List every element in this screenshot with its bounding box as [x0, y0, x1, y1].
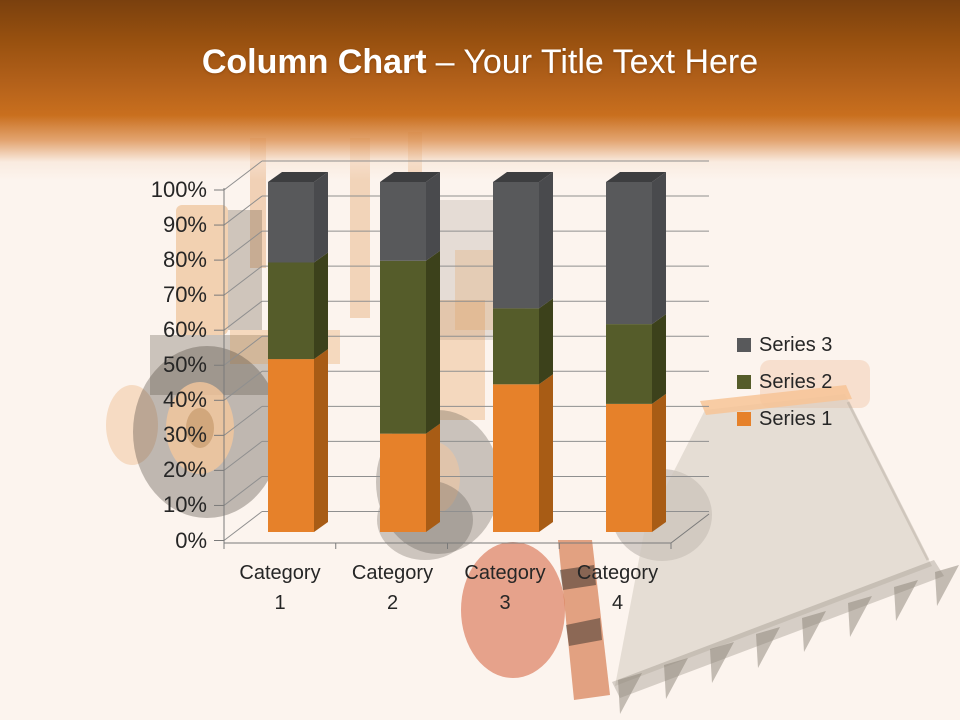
y-axis-tick-label: 30% [162, 422, 207, 448]
bar-segment-side [426, 172, 440, 261]
legend-row: Series 3 [737, 333, 832, 357]
legend-swatch-icon [737, 375, 751, 389]
gridline-depth-connector [223, 265, 263, 296]
bar-segment [606, 324, 652, 404]
legend-swatch-icon [737, 412, 751, 426]
y-axis-tick-label: 20% [162, 457, 207, 483]
gridline-depth-connector [223, 230, 263, 261]
y-axis-tick-label: 90% [162, 212, 207, 238]
slide-header: Column Chart – Your Title Text Here [0, 0, 960, 180]
bar-segment-side [314, 172, 328, 263]
bar-segment [380, 260, 426, 434]
x-axis-depth-connector [670, 513, 710, 544]
gridline-depth-connector [223, 300, 263, 331]
gridline-depth-connector [223, 511, 263, 541]
bar-segment [268, 262, 314, 360]
y-axis-tick-label: 10% [162, 492, 207, 518]
bg-loader-bucket [461, 385, 959, 714]
x-axis-category-label: Category 1 [239, 562, 321, 614]
x-axis-category-label: Category 3 [464, 562, 546, 614]
y-axis-tick-label: 80% [162, 247, 207, 273]
bar-segment [380, 182, 426, 261]
legend-label: Series 1 [759, 407, 833, 430]
gridline-depth-connector [223, 195, 263, 226]
bar-segment-side [426, 250, 440, 434]
legend-label: Series 3 [759, 333, 833, 356]
chart-legend: Series 3 Series 2 Series 1 [737, 333, 832, 444]
bar-segment [380, 433, 426, 532]
y-axis-tick-label: 0% [175, 527, 207, 553]
y-axis-tick-label: 70% [162, 282, 207, 308]
gridline-depth-connector [223, 335, 263, 366]
bar-segment [493, 308, 539, 385]
slide-title-bold: Column Chart [201, 43, 427, 81]
bar-segment-side [652, 172, 666, 325]
bar-segment-side [314, 252, 328, 360]
legend-label: Series 2 [759, 370, 833, 393]
gridline-depth-connector [223, 476, 263, 506]
y-axis-tick-label: 50% [162, 352, 207, 378]
y-axis-tick-label: 40% [162, 387, 207, 413]
gridline-depth-connector [223, 370, 263, 401]
slide-title-regular: – Your Title Text Here [435, 43, 759, 81]
bar-segment-side [539, 374, 553, 532]
legend-swatch-icon [737, 338, 751, 352]
bar-segment [268, 359, 314, 532]
bar-segment [606, 403, 652, 532]
bar-segment-side [426, 423, 440, 532]
y-axis-tick-label: 60% [162, 317, 207, 343]
bar-segment-side [539, 298, 553, 385]
bar-segment-side [652, 393, 666, 532]
bar-segment-side [652, 314, 666, 404]
legend-row: Series 2 [737, 370, 832, 394]
y-axis-tick-label: 100% [150, 177, 207, 202]
x-axis-category-label: Category 2 [351, 562, 434, 614]
bar-segment [493, 384, 539, 532]
bar-segment-side [539, 172, 553, 309]
gridline-depth-connector [223, 405, 263, 436]
x-axis-category-label: Category 4 [576, 562, 659, 614]
bar-segment [493, 182, 539, 309]
bar-segment [606, 182, 652, 325]
bar-segment-side [314, 349, 328, 532]
slide-title: Column Chart – Your Title Text Here [0, 42, 960, 82]
gridline-depth-connector [223, 441, 263, 471]
legend-row: Series 1 [737, 407, 832, 431]
bar-segment [268, 182, 314, 263]
